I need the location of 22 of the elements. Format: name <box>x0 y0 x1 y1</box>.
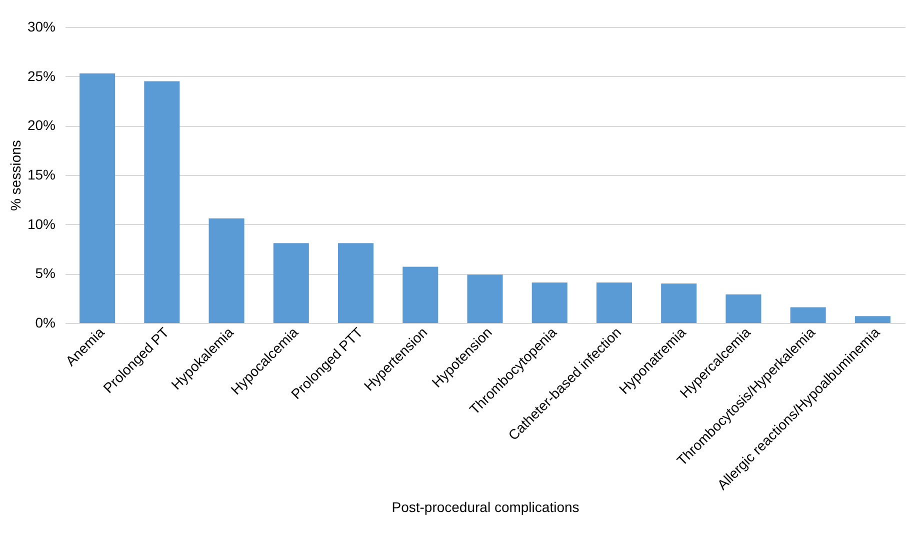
bar <box>790 307 826 323</box>
bar <box>726 294 762 323</box>
y-tick-label: 20% <box>27 117 56 134</box>
y-axis-title: % sessions <box>7 140 24 211</box>
bar <box>532 282 568 323</box>
bar <box>273 243 309 323</box>
bar <box>402 266 438 323</box>
y-tick-label: 10% <box>27 216 56 232</box>
y-tick-label: 5% <box>35 265 56 282</box>
y-tick-label: 15% <box>27 166 56 182</box>
bar <box>144 81 180 323</box>
y-tick-label: 25% <box>27 68 56 84</box>
x-axis-title: Post-procedural complications <box>392 498 580 515</box>
bar <box>338 243 374 323</box>
bar <box>80 73 116 323</box>
bar <box>467 274 503 323</box>
bar <box>208 218 244 323</box>
bar <box>661 284 697 323</box>
bar <box>854 316 890 323</box>
y-tick-label: 30% <box>27 18 56 34</box>
y-tick-label: 0% <box>35 314 56 330</box>
bar <box>596 282 632 323</box>
